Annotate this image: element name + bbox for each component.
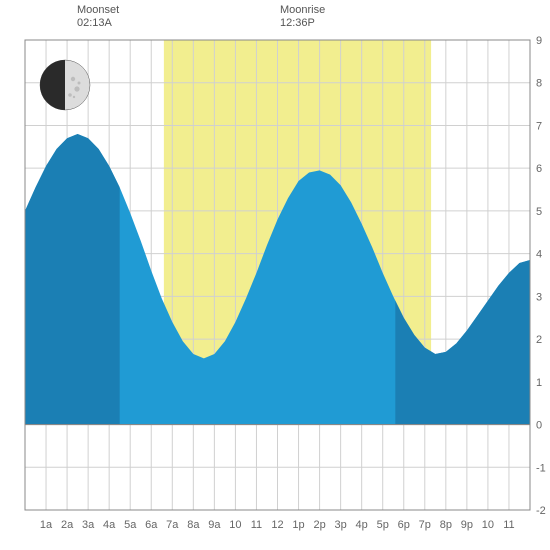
y-tick-label: 9 (536, 35, 542, 47)
x-tick-label: 6a (145, 519, 158, 531)
x-tick-label: 5a (124, 519, 137, 531)
y-tick-label: -1 (536, 462, 546, 474)
x-tick-label: 4a (103, 519, 116, 531)
x-tick-label: 9a (208, 519, 221, 531)
x-tick-label: 2p (313, 519, 325, 531)
x-tick-label: 5p (377, 519, 389, 531)
y-tick-label: 6 (536, 163, 542, 175)
x-tick-label: 3p (335, 519, 347, 531)
x-tick-label: 2a (61, 519, 74, 531)
moonrise-label: Moonrise (280, 4, 325, 17)
x-tick-label: 8p (440, 519, 452, 531)
y-tick-label: 8 (536, 78, 542, 90)
moonrise-block: Moonrise 12:36P (280, 4, 325, 30)
y-tick-label: -2 (536, 505, 546, 517)
y-tick-label: 3 (536, 291, 542, 303)
x-tick-label: 3a (82, 519, 95, 531)
x-tick-label: 7p (419, 519, 431, 531)
y-tick-label: 2 (536, 334, 542, 346)
chart-svg: -2-101234567891a2a3a4a5a6a7a8a9a1011121p… (0, 0, 550, 550)
x-tick-label: 9p (461, 519, 473, 531)
x-tick-label: 1p (292, 519, 304, 531)
moonset-time: 02:13A (77, 17, 119, 30)
x-tick-label: 12 (271, 519, 283, 531)
y-tick-label: 5 (536, 206, 542, 218)
x-tick-label: 7a (166, 519, 179, 531)
y-tick-label: 4 (536, 249, 542, 261)
moonset-block: Moonset 02:13A (77, 4, 119, 30)
x-tick-label: 11 (503, 519, 514, 531)
x-tick-label: 10 (482, 519, 494, 531)
tide-chart: Moonset 02:13A Moonrise 12:36P -2-101234… (0, 0, 550, 550)
x-tick-label: 4p (356, 519, 368, 531)
x-tick-label: 6p (398, 519, 410, 531)
x-tick-label: 11 (251, 519, 262, 531)
moonrise-time: 12:36P (280, 17, 325, 30)
y-tick-label: 1 (536, 377, 542, 389)
moon-phase-icon (40, 60, 90, 110)
moonset-label: Moonset (77, 4, 119, 17)
x-tick-label: 10 (229, 519, 241, 531)
y-tick-label: 0 (536, 420, 542, 432)
x-tick-label: 1a (40, 519, 53, 531)
x-tick-label: 8a (187, 519, 200, 531)
y-tick-label: 7 (536, 120, 542, 132)
